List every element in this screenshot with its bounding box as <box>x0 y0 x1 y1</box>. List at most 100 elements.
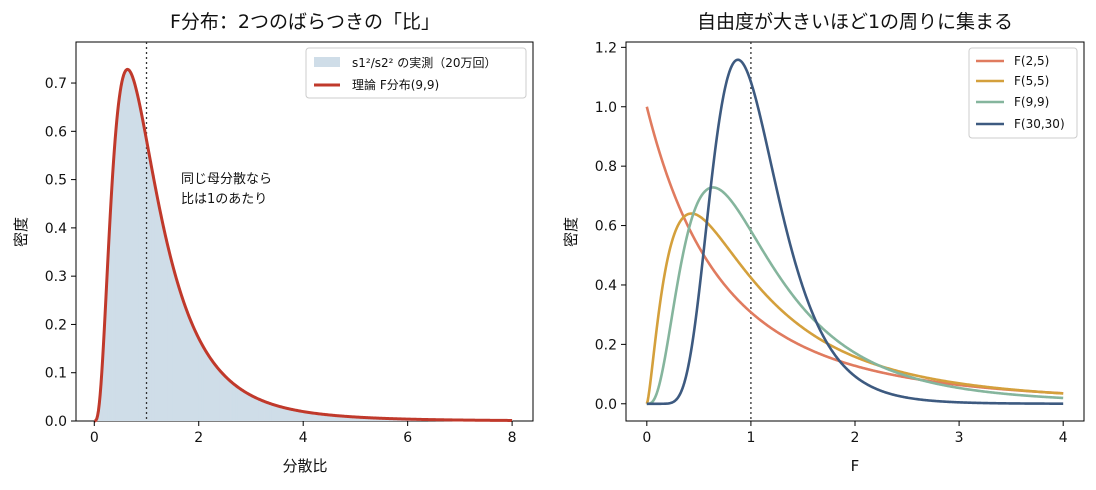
y-tick-label: 0.7 <box>45 76 67 92</box>
histogram-bar <box>274 405 278 421</box>
left-x-axis-label: 分散比 <box>282 457 327 475</box>
x-tick-label: 0 <box>642 430 651 446</box>
histogram-bar <box>303 411 307 421</box>
y-tick-label: 0.8 <box>595 159 617 175</box>
histogram-bar <box>313 413 317 421</box>
histogram-bar <box>232 384 236 421</box>
histogram-bar <box>203 350 207 421</box>
left-histogram <box>94 69 513 422</box>
histogram-bar <box>243 391 247 421</box>
histogram-bar <box>277 406 281 421</box>
histogram-bar <box>143 132 147 422</box>
density-line-5-5 <box>645 212 1064 405</box>
histogram-bar <box>175 279 179 421</box>
histogram-bar <box>128 70 132 422</box>
density-line-9-9 <box>646 186 1064 406</box>
histogram-bar <box>371 417 375 421</box>
left-annotation-line-1: 同じ母分散なら <box>181 172 272 187</box>
histogram-bar <box>347 416 351 421</box>
right-y-axis-label: 密度 <box>562 217 580 247</box>
histogram-bar <box>227 379 231 421</box>
right-legend-label-f5-5: F(5,5) <box>1014 74 1049 88</box>
histogram-bar <box>164 238 168 421</box>
histogram-bar <box>237 388 241 421</box>
left-legend: s1²/s2² の実測（20万回） 理論 F分布(9,9) <box>305 47 527 99</box>
histogram-bar <box>318 413 322 421</box>
histogram-bar <box>344 416 348 421</box>
x-tick-label: 6 <box>403 430 412 446</box>
y-tick-label: 0.0 <box>595 397 617 413</box>
left-legend-label-line: 理論 F分布(9,9) <box>352 77 439 92</box>
histogram-bar <box>196 335 200 421</box>
histogram-bar <box>185 311 189 421</box>
histogram-bar <box>334 415 338 421</box>
histogram-bar <box>365 417 369 421</box>
histogram-bar <box>151 175 155 421</box>
histogram-bar <box>183 303 187 421</box>
histogram-bar <box>266 402 270 421</box>
histogram-bar <box>177 288 181 421</box>
histogram-bar <box>271 404 275 421</box>
histogram-bar <box>167 249 171 421</box>
y-tick-label: 0.0 <box>45 414 67 430</box>
histogram-bar <box>360 417 364 421</box>
left-chart: F分布：2つのばらつきの「比」 0 2 4 6 8 0.0 0.1 0.2 0.3 0.4 0.5… <box>12 11 534 475</box>
histogram-bar <box>329 415 333 421</box>
histogram-bar <box>258 399 262 421</box>
histogram-bar <box>112 156 116 421</box>
y-tick-label: 0.4 <box>45 221 67 237</box>
histogram-bar <box>219 371 223 421</box>
x-tick-label: 1 <box>746 430 755 446</box>
histogram-bar <box>190 324 194 421</box>
histogram-bar <box>170 260 174 421</box>
right-chart: 自由度が大きいほど1の周りに集まる 0 1 2 3 4 0.0 0.2 0.4 0.6 0.8 1… <box>562 11 1085 475</box>
histogram-bar <box>222 374 226 421</box>
right-lines <box>645 42 1064 421</box>
y-tick-label: 0.2 <box>45 317 67 333</box>
histogram-bar <box>305 412 309 421</box>
x-tick-label: 2 <box>851 430 860 446</box>
histogram-bar <box>295 410 299 421</box>
histogram-bar <box>107 244 111 421</box>
histogram-bar <box>133 83 137 422</box>
histogram-bar <box>224 377 228 421</box>
y-tick-label: 0.1 <box>45 366 67 382</box>
histogram-bar <box>264 401 268 421</box>
histogram-bar <box>125 69 129 421</box>
left-y-ticks: 0.0 0.1 0.2 0.3 0.4 0.5 0.6 0.7 <box>45 76 76 430</box>
right-x-ticks: 0 1 2 3 4 <box>642 421 1068 446</box>
y-tick-label: 0.3 <box>45 269 67 285</box>
histogram-bar <box>117 99 121 421</box>
histogram-bar <box>352 416 356 421</box>
y-tick-label: 1.2 <box>595 40 617 56</box>
histogram-bar <box>321 414 325 421</box>
right-legend-label-f30-30: F(30,30) <box>1014 117 1065 131</box>
right-legend-label-f9-9: F(9,9) <box>1014 95 1049 109</box>
histogram-bar <box>269 403 273 421</box>
x-tick-label: 8 <box>508 430 517 446</box>
histogram-bar <box>261 400 265 421</box>
histogram-bar <box>253 397 257 421</box>
histogram-bar <box>311 412 315 421</box>
histogram-bar <box>136 94 140 421</box>
histogram-bar <box>230 381 234 421</box>
histogram-bar <box>146 147 150 421</box>
histogram-bar <box>115 123 119 421</box>
histogram-bar <box>316 413 320 421</box>
histogram-bar <box>188 317 192 421</box>
histogram-bar <box>211 362 215 421</box>
left-lines <box>93 42 513 423</box>
histogram-bar <box>339 416 343 421</box>
histogram-bar <box>209 358 213 421</box>
x-tick-label: 0 <box>90 430 99 446</box>
histogram-bar <box>102 345 106 421</box>
histogram-bar <box>162 226 166 421</box>
left-legend-swatch-histogram <box>314 57 340 67</box>
histogram-bar <box>248 394 252 421</box>
histogram-bar <box>326 414 330 421</box>
left-y-axis-label: 密度 <box>12 217 30 247</box>
y-tick-label: 0.5 <box>45 173 67 189</box>
y-tick-label: 0.2 <box>595 337 617 353</box>
left-legend-box <box>305 47 527 99</box>
